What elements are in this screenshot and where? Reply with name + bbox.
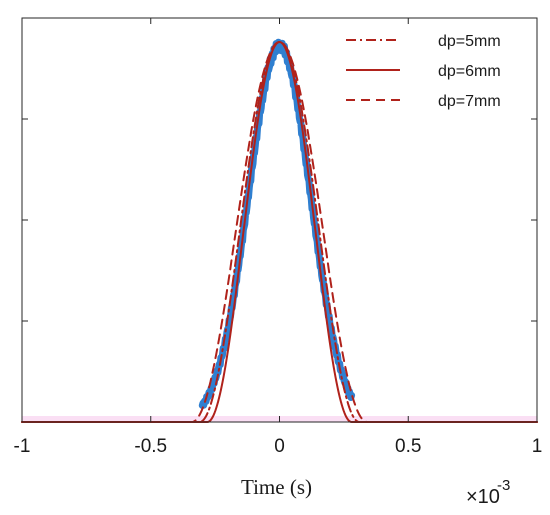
legend-box <box>338 24 528 112</box>
x-tick-label: -1 <box>14 436 31 457</box>
x-tick-label: 0 <box>274 436 285 457</box>
x-tick-label: 1 <box>532 436 543 457</box>
series-layer <box>21 38 538 423</box>
ticks-layer: -1 -0.5 0 0.5 1 <box>14 18 543 457</box>
x-axis-label: Time (s) <box>241 475 312 499</box>
legend-label: dp=6mm <box>438 63 501 80</box>
series-line-dashed <box>21 41 538 423</box>
x-tick-label: -0.5 <box>134 436 167 457</box>
legend-label: dp=5mm <box>438 33 501 50</box>
legend-label: dp=7mm <box>438 93 501 110</box>
x-axis-multiplier: ×10 <box>466 486 500 508</box>
x-tick-label: 0.5 <box>395 436 421 457</box>
x-axis-multiplier-exponent: -3 <box>497 477 510 494</box>
measured-series-line <box>198 38 356 409</box>
series-line-solid <box>21 41 538 423</box>
legend: dp=5mm dp=6mm dp=7mm <box>338 24 528 112</box>
